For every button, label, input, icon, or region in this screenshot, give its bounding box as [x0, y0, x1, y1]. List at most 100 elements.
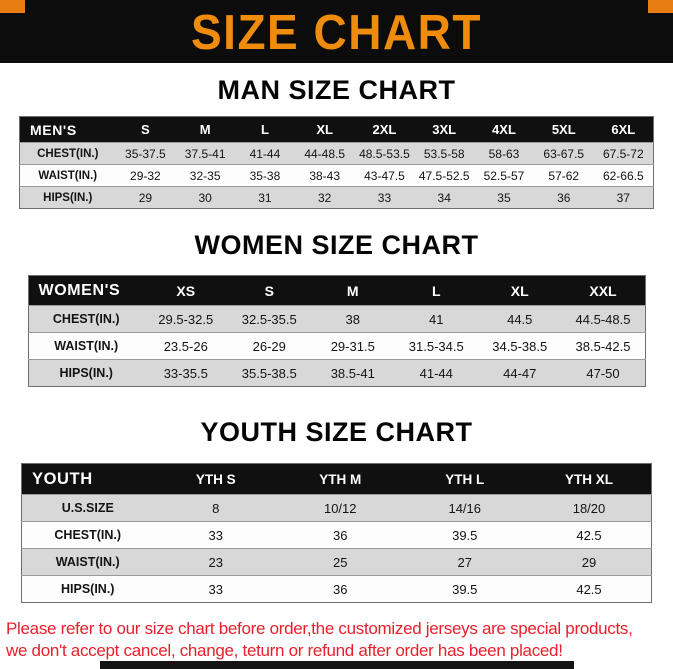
size-value-cell: 44-48.5 [294, 142, 355, 165]
youth-size-table: YOUTH YTH S YTH M YTH L YTH XL U.S.SIZE 8 10/12… [21, 463, 652, 603]
size-value-cell: 33 [153, 521, 278, 549]
size-column-header: 3XL [432, 122, 457, 137]
measurement-row: HIPS(IN.) 33-35.5 35.5-38.5 38.5-41 41-44 44-… [28, 359, 645, 387]
size-value-cell: 29 [527, 548, 652, 576]
size-value-cell: 27 [402, 548, 527, 576]
size-value-cell: 29.5-32.5 [144, 305, 228, 333]
size-value-cell: 23 [153, 548, 278, 576]
size-value-cell: 38.5-41 [311, 359, 395, 387]
size-column-header: YTH M [319, 471, 362, 487]
size-column-header: 2XL [372, 122, 397, 137]
size-value-cell: 32.5-35.5 [227, 305, 311, 333]
size-value-cell: 41-44 [394, 359, 478, 387]
bottom-bar [100, 661, 574, 669]
size-value-cell: 33 [153, 575, 278, 603]
measurement-row: WAIST(IN.) 29-32 32-35 35-38 38-43 43-47.5 47.… [19, 164, 654, 187]
measurement-row-label: CHEST(IN.) [19, 142, 116, 165]
size-column-header: S [141, 122, 150, 137]
size-value-cell: 36 [278, 521, 403, 549]
size-value-cell: 32-35 [175, 164, 236, 187]
size-column-header: M [199, 122, 211, 137]
measurement-row: WAIST(IN.) 23 25 27 29 [21, 548, 652, 576]
measurement-row-label: WAIST(IN.) [19, 164, 116, 187]
size-column-header: 5XL [551, 122, 576, 137]
size-value-cell: 35-37.5 [115, 142, 176, 165]
size-value-cell: 36 [533, 186, 594, 209]
man-table-title: MEN'S [30, 121, 77, 138]
youth-table-title: YOUTH [32, 469, 93, 488]
women-size-table: WOMEN'S XS S M L XL XXL CHEST(IN.) 29.5-32.5 32.5… [27, 275, 646, 387]
size-value-cell: 39.5 [402, 575, 527, 603]
measurement-row: WAIST(IN.) 23.5-26 26-29 29-31.5 31.5-34.5 34… [28, 332, 645, 360]
size-column-header: 6XL [611, 122, 636, 137]
women-size-chart-heading: WOMEN SIZE CHART [194, 230, 479, 260]
size-value-cell: 39.5 [402, 521, 527, 549]
size-value-cell: 47.5-52.5 [414, 164, 475, 187]
measurement-row-label: CHEST(IN.) [28, 305, 144, 333]
size-value-cell: 58-63 [474, 142, 534, 165]
size-column-header: YTH XL [564, 471, 613, 487]
size-column-header: YTH S [195, 471, 236, 487]
size-value-cell: 35.5-38.5 [227, 359, 311, 387]
measurement-row: CHEST(IN.) 33 36 39.5 42.5 [21, 521, 652, 549]
banner: SIZE CHART [0, 0, 673, 63]
size-value-cell: 67.5-72 [593, 142, 654, 165]
size-value-cell: 52.5-57 [474, 164, 534, 187]
size-value-cell: 33-35.5 [144, 359, 228, 387]
size-value-cell: 41-44 [235, 142, 295, 165]
youth-header-row: YOUTH YTH S YTH M YTH L YTH XL [21, 463, 652, 495]
size-column-header: YTH L [445, 471, 485, 487]
size-value-cell: 34.5-38.5 [478, 332, 562, 360]
measurement-row-label: CHEST(IN.) [21, 521, 154, 549]
size-value-cell: 26-29 [227, 332, 311, 360]
size-value-cell: 36 [278, 575, 403, 603]
footer-note-line-2: we don't accept cancel, change, teturn o… [6, 641, 563, 661]
page-title: SIZE CHART [191, 3, 482, 60]
size-value-cell: 31 [235, 186, 295, 209]
size-value-cell: 8 [153, 494, 278, 522]
size-column-header: XL [510, 282, 529, 299]
size-value-cell: 10/12 [278, 494, 403, 522]
measurement-row: CHEST(IN.) 35-37.5 37.5-41 41-44 44-48.5 48.5… [19, 142, 654, 165]
measurement-row: CHEST(IN.) 29.5-32.5 32.5-35.5 38 41 44.5 44.5… [28, 305, 645, 333]
size-value-cell: 63-67.5 [533, 142, 594, 165]
size-column-header: XS [176, 282, 196, 299]
size-column-header: XL [316, 122, 333, 137]
size-value-cell: 47-50 [561, 359, 645, 387]
size-chart-sections: MAN SIZE CHART MEN'S S M L XL 2XL 3XL 4XL 5XL 6XL C… [0, 77, 673, 603]
measurement-row-label: HIPS(IN.) [19, 186, 116, 209]
size-value-cell: 57-62 [533, 164, 594, 187]
size-value-cell: 62-66.5 [593, 164, 654, 187]
size-column-header: L [431, 282, 441, 299]
measurement-row: HIPS(IN.) 33 36 39.5 42.5 [21, 575, 652, 603]
size-value-cell: 44-47 [478, 359, 562, 387]
size-value-cell: 34 [414, 186, 475, 209]
measurement-row: HIPS(IN.) 29 30 31 32 33 34 35 36 37 [19, 186, 654, 209]
size-value-cell: 53.5-58 [414, 142, 475, 165]
size-value-cell: 44.5 [478, 305, 562, 333]
size-value-cell: 30 [175, 186, 236, 209]
man-size-table: MEN'S S M L XL 2XL 3XL 4XL 5XL 6XL CHEST(IN.) 35-37… [19, 116, 654, 209]
size-value-cell: 48.5-53.5 [354, 142, 415, 165]
size-value-cell: 25 [278, 548, 403, 576]
size-value-cell: 18/20 [527, 494, 652, 522]
size-value-cell: 31.5-34.5 [394, 332, 478, 360]
youth-size-chart-heading: YOUTH SIZE CHART [200, 417, 473, 447]
size-value-cell: 43-47.5 [354, 164, 415, 187]
footer-note-line-1: Please refer to our size chart before or… [6, 619, 633, 638]
size-value-cell: 41 [394, 305, 478, 333]
man-header-row: MEN'S S M L XL 2XL 3XL 4XL 5XL 6XL [19, 116, 654, 143]
size-value-cell: 35-38 [235, 164, 295, 187]
size-value-cell: 29 [115, 186, 176, 209]
size-value-cell: 37.5-41 [175, 142, 236, 165]
measurement-row-label: WAIST(IN.) [28, 332, 144, 360]
size-value-cell: 23.5-26 [144, 332, 228, 360]
size-column-header: 4XL [492, 122, 516, 137]
size-value-cell: 32 [294, 186, 355, 209]
size-value-cell: 33 [354, 186, 415, 209]
size-column-header: L [260, 122, 269, 137]
women-table-title: WOMEN'S [38, 281, 121, 299]
size-column-header: S [264, 282, 274, 299]
corner-accent-right [648, 0, 673, 13]
